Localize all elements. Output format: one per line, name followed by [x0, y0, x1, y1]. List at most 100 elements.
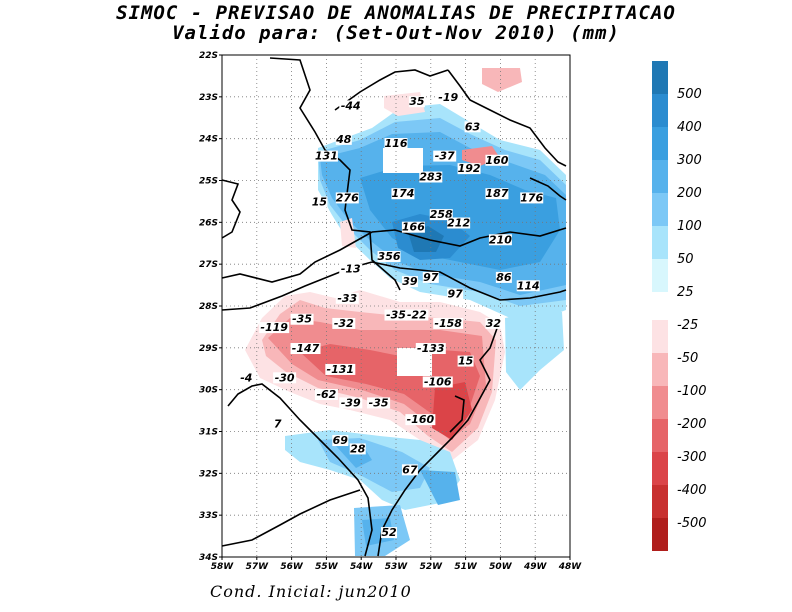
value-label-bg [433, 317, 464, 329]
latitude-labels: 22S 23S 24S 25S 26S 27S 28S 29S 30S 31S 32S 33S 34S [199, 51, 222, 563]
value-label: -158 [434, 317, 462, 330]
value-label: 210 [489, 233, 512, 246]
value-label: -30 [275, 371, 295, 384]
value-label: 160 [485, 154, 508, 167]
colorbar-label-positive: 50 [677, 252, 694, 267]
latitude-tick-label: 25S [199, 177, 218, 187]
value-label-bg [485, 188, 509, 200]
latitude-tick-label: 29S [199, 344, 218, 354]
value-label: 52 [381, 526, 397, 539]
value-label-bg [377, 250, 401, 262]
longitude-tick-label: 51W [454, 562, 478, 572]
value-label: 114 [517, 279, 540, 292]
value-label: 276 [336, 191, 359, 204]
colorbar-swatch-negative [652, 419, 668, 452]
value-label-bg [516, 280, 540, 292]
value-label-bg [485, 317, 502, 329]
value-label-bg [419, 171, 443, 183]
value-label: -131 [327, 363, 355, 376]
colorbar-swatch-negative [652, 485, 668, 518]
value-label-bg [447, 217, 471, 229]
value-label-bg [314, 150, 338, 162]
colorbar-swatch-negative [652, 320, 668, 353]
value-label: 131 [315, 150, 338, 163]
value-label-bg [488, 234, 512, 246]
colorbar-swatch-positive [652, 127, 668, 160]
value-label-bg [339, 397, 363, 409]
latitude-tick-label: 24S [199, 135, 218, 145]
longitude-tick-label: 54W [350, 562, 374, 572]
value-label: 166 [402, 221, 425, 234]
colorbar-swatch-positive [652, 259, 668, 292]
value-label: 28 [350, 442, 366, 455]
colorbar-label-positive: 100 [677, 219, 702, 234]
value-label: -37 [435, 150, 455, 163]
value-label: -44 [341, 99, 361, 112]
colorbar-swatch-positive [652, 226, 668, 259]
initial-condition-label: Cond. Inicial: jun2010 [210, 582, 412, 601]
value-label-bg [314, 389, 338, 401]
latitude-tick-label: 28S [199, 302, 218, 312]
value-label-bg [335, 292, 359, 304]
latitude-tick-label: 23S [199, 93, 218, 103]
value-label-bg [391, 188, 415, 200]
value-label-bg [259, 322, 290, 334]
value-label: 7 [274, 417, 282, 430]
colorbar-swatch-positive [652, 94, 668, 127]
value-label-bg [415, 343, 446, 355]
colorbar-swatch-positive [652, 193, 668, 226]
longitude-labels: 58W 57W 56W 55W 54W 53W 52W 51W 50W 49W 48W [211, 557, 583, 572]
value-label: -13 [341, 263, 361, 276]
map-panel: 22S23S24S25S26S27S28S29S30S31S32S33S34S … [199, 51, 582, 572]
colorbar-swatch-positive [652, 61, 668, 94]
value-label-bg [464, 121, 481, 133]
value-label: 32 [486, 317, 502, 330]
map-subtitle: Valido para: (Set-Out-Nov 2010) (mm) [172, 22, 620, 44]
value-label-bg [384, 138, 408, 150]
value-label: -35 [386, 309, 406, 322]
value-label-bg [485, 154, 509, 166]
value-label: -133 [417, 342, 445, 355]
latitude-tick-label: 27S [199, 260, 218, 270]
value-label-bg [457, 163, 481, 175]
value-label-bg [408, 96, 425, 108]
longitude-tick-label: 55W [315, 562, 339, 572]
value-label: -106 [424, 375, 452, 388]
colorbar-label-negative: -50 [677, 351, 698, 366]
longitude-tick-label: 53W [385, 562, 409, 572]
colorbar-swatch-positive [652, 160, 668, 193]
longitude-tick-label: 48W [558, 562, 583, 572]
colorbar-label-negative: -300 [677, 450, 707, 465]
colorbar-label-negative: -200 [677, 417, 707, 432]
longitude-tick-label: 49W [523, 562, 548, 572]
value-label: 86 [496, 271, 512, 284]
value-label: 187 [485, 187, 508, 200]
value-label-bg [339, 263, 363, 275]
colorbar-label-positive: 200 [677, 186, 702, 201]
value-label: -119 [260, 321, 288, 334]
value-label: 39 [402, 275, 418, 288]
value-label-bg [335, 133, 352, 145]
value-label: -39 [341, 396, 361, 409]
value-label: 97 [448, 288, 464, 301]
value-label: -32 [334, 317, 354, 330]
value-label-bg [311, 196, 328, 208]
colorbar-label-positive: 400 [677, 120, 702, 135]
value-label-bg [433, 150, 457, 162]
value-label-bg [436, 92, 460, 104]
value-label: -4 [240, 371, 252, 384]
colorbar-swatch-negative [652, 386, 668, 419]
value-label-bg [422, 271, 439, 283]
colorbar-swatch-negative [652, 452, 668, 485]
value-label-bg [401, 221, 425, 233]
value-label-bg [381, 527, 398, 539]
value-label-bg [335, 192, 359, 204]
value-label-bg [332, 317, 356, 329]
value-label-bg [238, 372, 255, 384]
value-label-bg [290, 313, 314, 325]
value-label-bg [422, 376, 453, 388]
colorbar-swatch-negative [652, 353, 668, 386]
value-label-bg [495, 271, 512, 283]
value-label: 63 [465, 120, 481, 133]
